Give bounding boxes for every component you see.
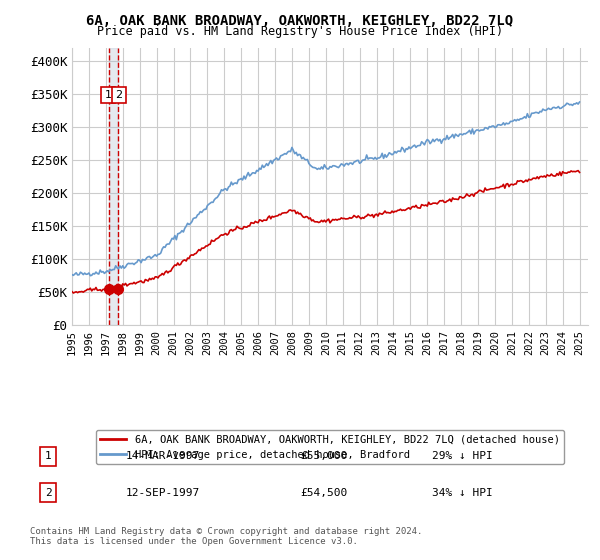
Text: 14-MAR-1997: 14-MAR-1997 bbox=[126, 451, 200, 461]
Text: 2: 2 bbox=[115, 90, 122, 100]
Text: 12-SEP-1997: 12-SEP-1997 bbox=[126, 488, 200, 498]
Text: £55,000: £55,000 bbox=[300, 451, 347, 461]
Bar bbox=[109, 48, 118, 325]
Text: £54,500: £54,500 bbox=[300, 488, 347, 498]
Legend: 6A, OAK BANK BROADWAY, OAKWORTH, KEIGHLEY, BD22 7LQ (detached house), HPI: Avera: 6A, OAK BANK BROADWAY, OAKWORTH, KEIGHLE… bbox=[96, 430, 564, 464]
Text: 6A, OAK BANK BROADWAY, OAKWORTH, KEIGHLEY, BD22 7LQ: 6A, OAK BANK BROADWAY, OAKWORTH, KEIGHLE… bbox=[86, 14, 514, 28]
Text: Price paid vs. HM Land Registry's House Price Index (HPI): Price paid vs. HM Land Registry's House … bbox=[97, 25, 503, 38]
Text: 2: 2 bbox=[44, 488, 52, 498]
Text: 29% ↓ HPI: 29% ↓ HPI bbox=[432, 451, 493, 461]
Text: Contains HM Land Registry data © Crown copyright and database right 2024.
This d: Contains HM Land Registry data © Crown c… bbox=[30, 526, 422, 546]
Text: 34% ↓ HPI: 34% ↓ HPI bbox=[432, 488, 493, 498]
Text: 1: 1 bbox=[104, 90, 112, 100]
Text: 1: 1 bbox=[44, 451, 52, 461]
